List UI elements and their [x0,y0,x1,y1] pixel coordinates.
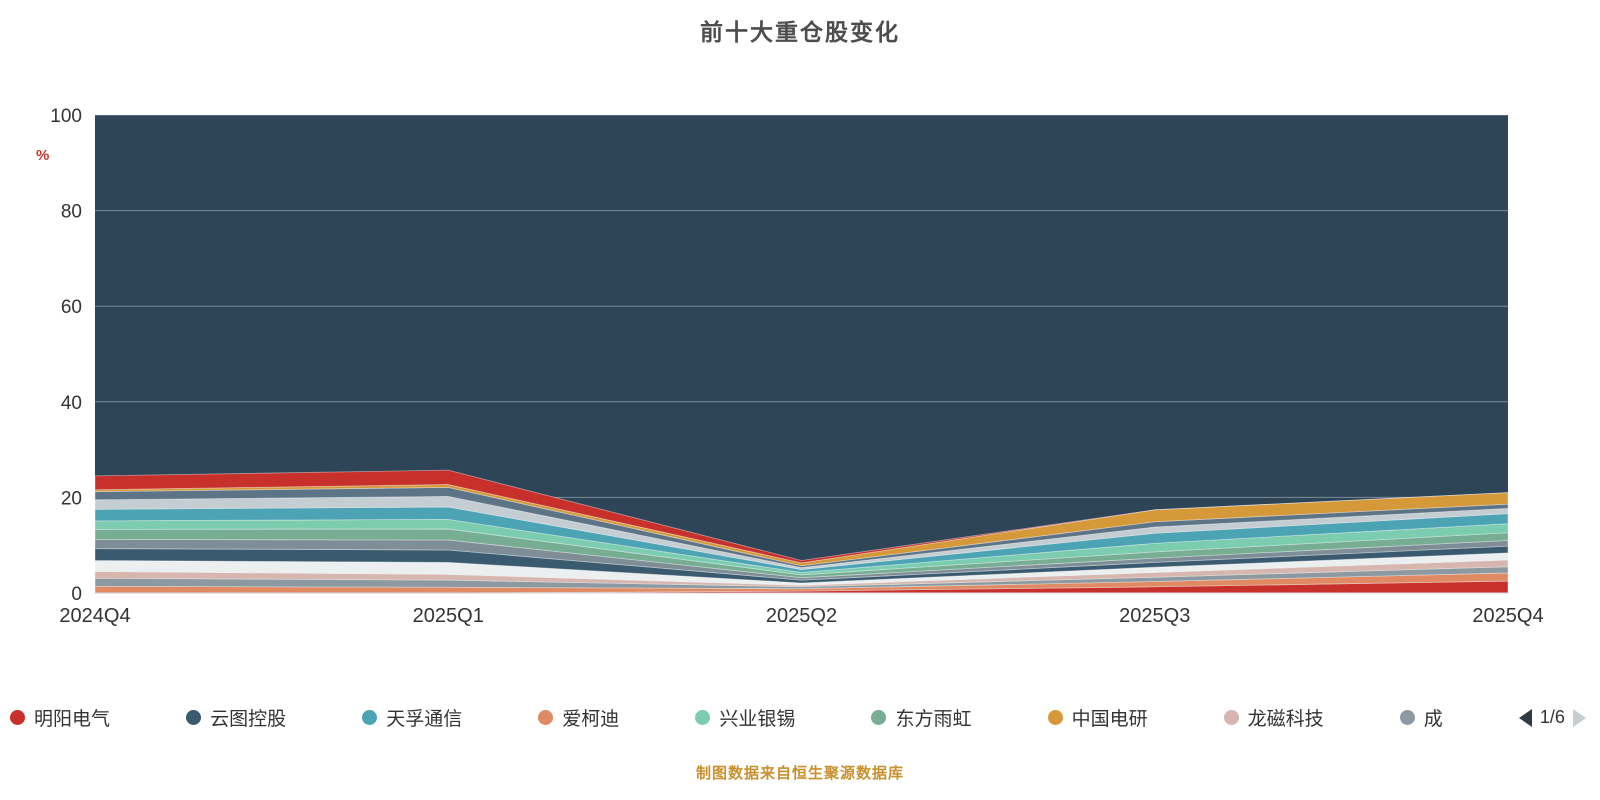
area-series-unlabeled-3[interactable] [94,496,1509,570]
legend-item-龙磁科技[interactable]: 龙磁科技 [1223,704,1324,731]
area-series-云图控股[interactable] [94,545,1509,584]
legend-marker-icon [871,710,887,725]
legend-item-明阳电气[interactable]: 明阳电气 [10,704,110,731]
y-tick-label: 100 [50,106,82,127]
legend-prev-page-icon[interactable] [1518,708,1532,727]
legend-marker-icon [1223,710,1239,725]
x-tick-label: 2025Q1 [413,605,484,627]
x-tick-label: 2024Q4 [59,605,130,627]
x-tick-label: 2025Q2 [766,605,837,627]
legend-label: 龙磁科技 [1247,709,1324,730]
legend-item-成[interactable]: 成 [1399,704,1443,731]
legend-label: 爱柯迪 [562,709,620,730]
y-tick-label: 40 [61,393,82,414]
data-source-caption: 制图数据来自恒生聚源数据库 [695,765,904,782]
x-tick-label: 2025Q4 [1472,605,1543,627]
legend-item-东方雨虹[interactable]: 东方雨虹 [871,704,971,731]
y-tick-label: 80 [61,202,82,223]
legend-marker-icon [10,710,25,725]
legend-label: 明阳电气 [34,709,111,730]
area-series-成[interactable] [94,566,1509,590]
legend-marker-icon [362,710,378,725]
legend-label: 中国电研 [1071,709,1148,730]
legend-marker-icon [538,710,554,725]
legend-next-page-icon[interactable] [1572,708,1586,727]
x-tick-label: 2025Q3 [1119,605,1190,627]
area-series-兴业银锡[interactable] [94,518,1509,576]
legend-pager: 1/6 [1518,707,1586,728]
y-tick-label: 20 [61,488,82,509]
legend-item-兴业银锡[interactable]: 兴业银锡 [695,704,795,731]
area-series-unlabeled-5[interactable] [94,469,1509,564]
legend-marker-icon [1399,710,1415,725]
y-tick-label: 0 [71,584,82,605]
y-axis-unit-label: % [36,147,49,164]
legend-marker-icon [186,710,202,725]
legend-item-云图控股[interactable]: 云图控股 [186,704,286,731]
y-tick-label: 60 [61,297,82,318]
legend-label: 东方雨虹 [895,709,972,730]
page-title: 前十大重仓股变化 [700,19,900,45]
legend-marker-icon [1047,710,1063,725]
legend: 明阳电气 云图控股 天孚通信 爱柯迪 兴业银锡 东方雨虹 中国电研 龙磁科技 成 1/6 [10,704,1586,731]
stacked-area-chart: 0 20 40 60 80 100 2024Q4 2025Q1 2025Q2 2025Q3 2025… [36,106,1544,627]
legend-label: 云图控股 [210,709,287,730]
legend-item-中国电研[interactable]: 中国电研 [1047,704,1148,731]
legend-item-天孚通信[interactable]: 天孚通信 [362,704,462,731]
legend-page-indicator: 1/6 [1539,707,1565,727]
legend-label: 成 [1423,709,1443,730]
legend-marker-icon [695,710,711,725]
legend-label: 天孚通信 [386,709,463,730]
legend-label: 兴业银锡 [719,709,796,730]
legend-item-爱柯迪[interactable]: 爱柯迪 [538,704,619,731]
